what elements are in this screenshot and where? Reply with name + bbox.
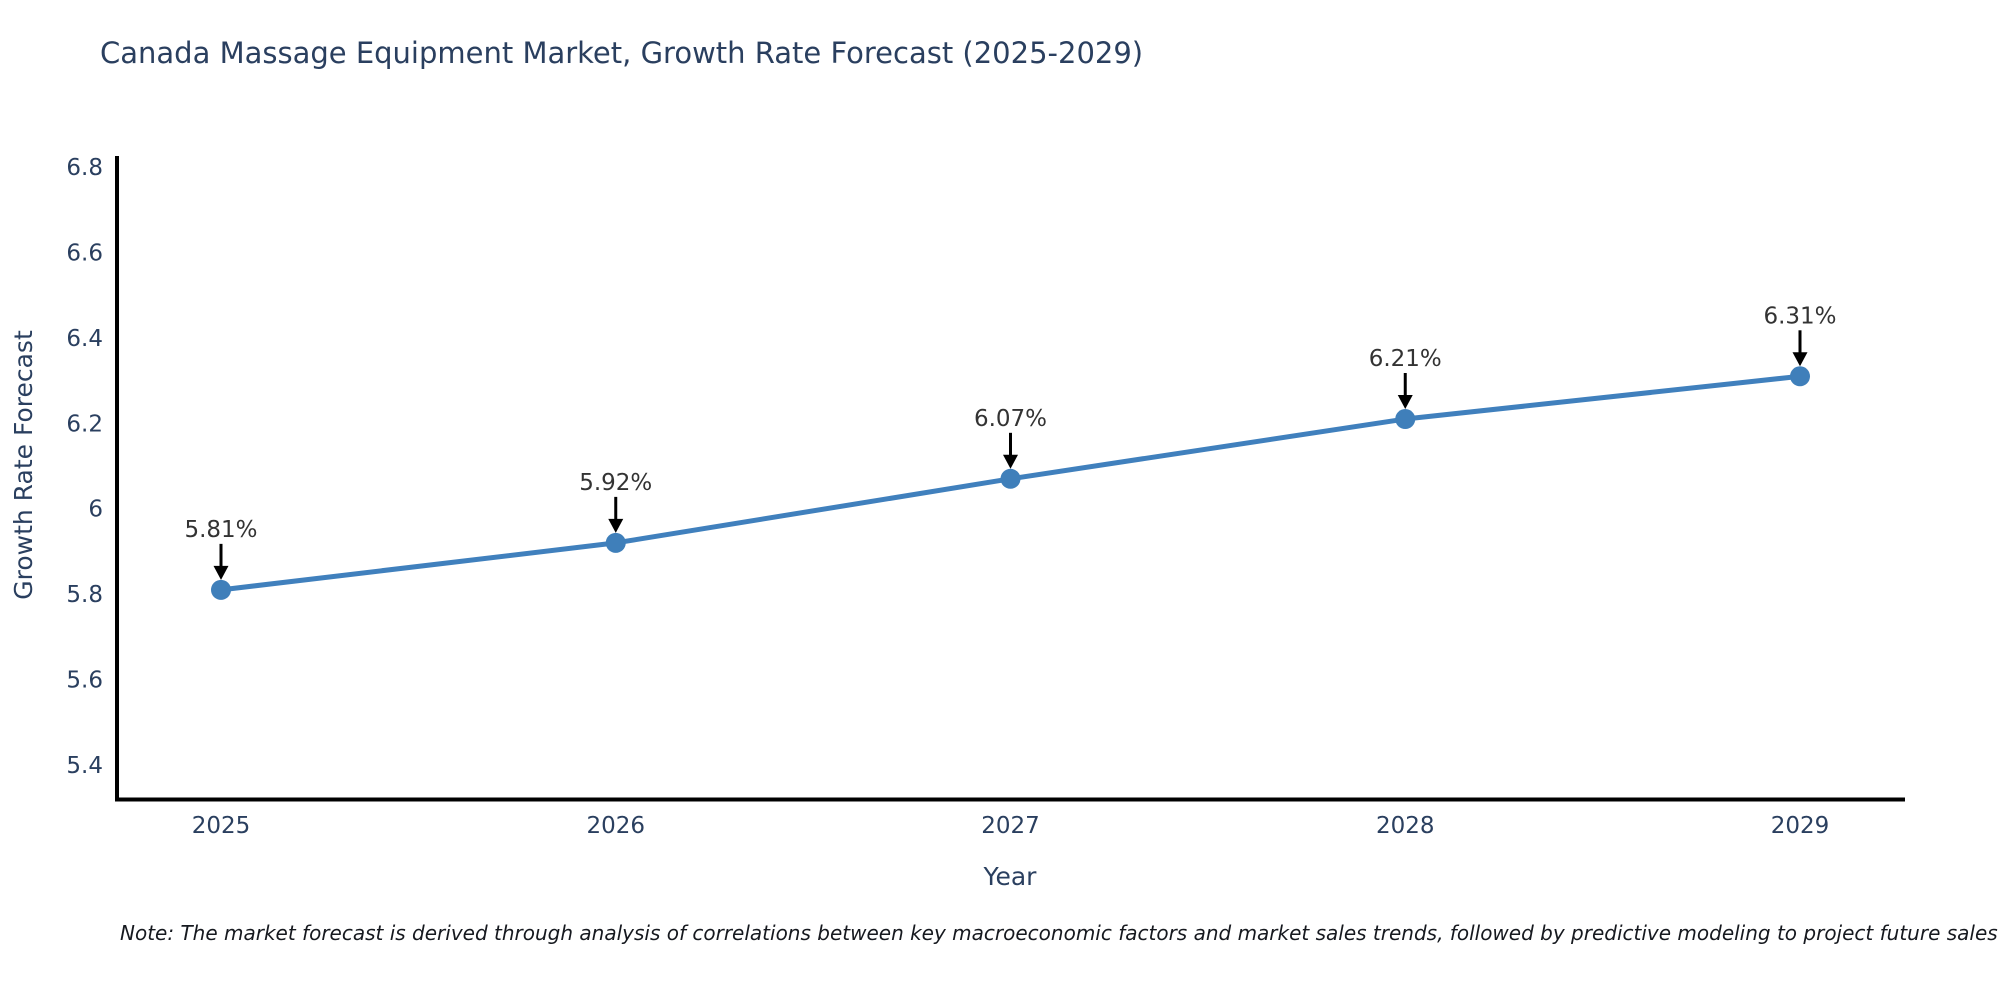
annotation-arrowhead [1792, 352, 1808, 367]
x-tick-label: 2026 [586, 813, 645, 839]
y-tick-label: 5.8 [66, 582, 103, 608]
annotation-arrowhead [1003, 454, 1018, 469]
data-point-label: 5.92% [579, 470, 652, 496]
data-point-marker [1000, 468, 1021, 489]
data-point-label: 6.21% [1369, 346, 1442, 372]
y-tick-label: 6.8 [66, 155, 103, 181]
y-tick-label: 6.6 [66, 240, 103, 266]
annotation-arrowhead [213, 565, 229, 580]
data-point-marker [1395, 409, 1416, 430]
y-axis-title: Growth Rate Forecast [9, 330, 38, 600]
annotation-arrowhead [1397, 395, 1413, 410]
y-tick-label: 6.2 [66, 411, 103, 437]
data-point-marker [211, 579, 231, 600]
x-tick-label: 2028 [1376, 813, 1435, 839]
y-tick-label: 6.4 [66, 326, 103, 352]
y-tick-label: 6 [88, 497, 103, 523]
y-tick-label: 5.4 [66, 753, 103, 779]
x-tick-label: 2029 [1771, 813, 1830, 839]
data-point-label: 6.07% [974, 406, 1047, 432]
data-point-marker [1790, 366, 1810, 387]
data-point-label: 5.81% [184, 517, 257, 543]
chart-title: Canada Massage Equipment Market, Growth … [100, 36, 1144, 70]
annotation-arrowhead [608, 518, 624, 533]
data-point-label: 6.31% [1763, 303, 1836, 329]
x-tick-label: 2027 [981, 813, 1040, 839]
x-tick-label: 2025 [192, 813, 251, 839]
footnote: Note: The market forecast is derived thr… [120, 921, 1998, 945]
x-axis-title: Year [983, 862, 1038, 891]
data-point-marker [605, 532, 626, 553]
y-tick-label: 5.6 [66, 668, 103, 694]
